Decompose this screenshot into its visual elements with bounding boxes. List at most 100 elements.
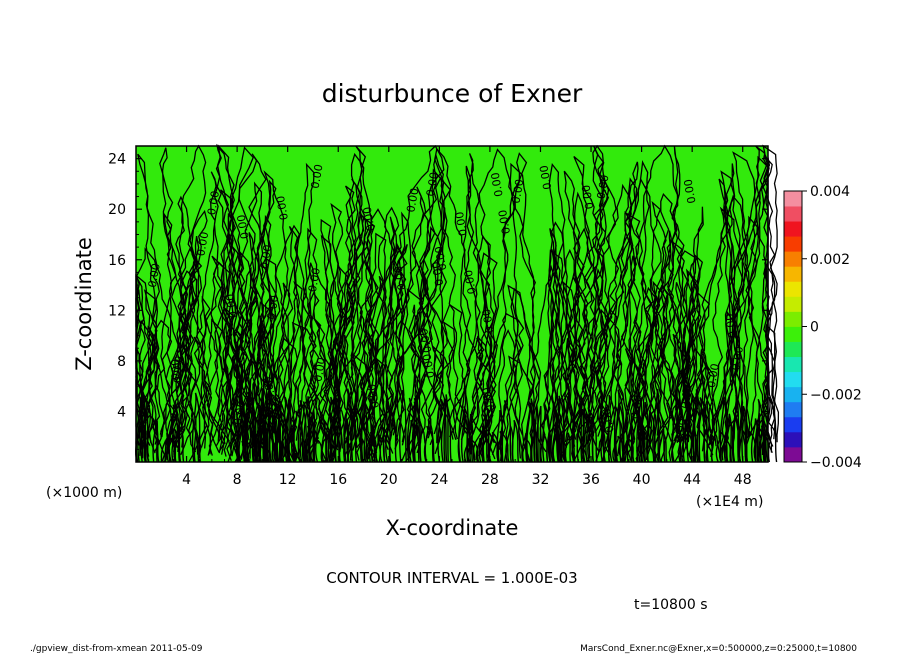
colorbar-tick-label: 0.002 xyxy=(810,252,850,268)
contour-lines xyxy=(135,143,780,463)
contour-label: 0.00 xyxy=(361,206,378,232)
contour-label: 0.00 xyxy=(311,356,328,382)
contour-line xyxy=(343,244,420,463)
contour-line xyxy=(320,218,342,456)
contour-line xyxy=(731,398,740,463)
contour-line xyxy=(437,399,448,463)
contour-label: 0.00 xyxy=(496,209,513,235)
contour-line xyxy=(765,396,778,463)
x-unit-left: (×1000 m) xyxy=(46,485,122,501)
contour-line xyxy=(216,143,265,460)
contour-line xyxy=(699,349,721,457)
colorbar-cell xyxy=(784,266,802,282)
x-tick-label: 16 xyxy=(329,472,347,488)
contour-label: 0.00 xyxy=(146,262,163,288)
contour-line xyxy=(237,294,273,463)
colorbar-tick-label: −0.004 xyxy=(810,455,862,471)
contour-line xyxy=(315,418,328,463)
contour-line xyxy=(710,310,736,462)
contour-line xyxy=(738,428,749,463)
contour-label: 0.00 xyxy=(223,293,240,319)
contour-label: 0.00 xyxy=(205,190,222,216)
colorbar-cell xyxy=(784,356,802,373)
contour-label: 0.00 xyxy=(489,171,506,197)
contour-label: 0.00 xyxy=(420,353,437,379)
contour-line xyxy=(560,183,633,448)
contour-line xyxy=(609,406,622,463)
contour-line xyxy=(526,398,536,463)
contour-line xyxy=(350,212,367,447)
contour-label: 0.00 xyxy=(417,327,434,353)
y-tick-label: 16 xyxy=(108,253,126,269)
contour-line xyxy=(448,235,491,438)
contour-line xyxy=(667,240,690,442)
y-axis-label: Z-coordinate xyxy=(72,237,96,371)
colorbar-cell xyxy=(784,446,802,463)
contour-line xyxy=(193,336,212,459)
colorbar-tick-label: 0 xyxy=(810,320,819,336)
y-axis: 4 8 12 16 20 24 xyxy=(108,152,768,450)
colorbar-cell xyxy=(784,296,802,312)
x-tick-label: 4 xyxy=(182,472,191,488)
colorbar-cell xyxy=(784,311,802,327)
contour-line xyxy=(292,291,320,445)
x-axis: 4 8 12 16 20 24 28 32 36 40 44 48 xyxy=(148,146,756,488)
contour-line xyxy=(188,146,254,463)
contour-line xyxy=(460,406,472,463)
y-tick-label: 4 xyxy=(117,404,126,420)
contour-line xyxy=(385,216,406,446)
contour-line xyxy=(562,395,576,463)
contour-line xyxy=(556,395,566,463)
colorbar-cell xyxy=(784,416,802,433)
contour-line xyxy=(542,402,551,463)
plot-area: 0.000.000.000.000.000.00 0.000.000.000.00… xyxy=(108,143,780,488)
contour-label: 0.00 xyxy=(579,184,596,210)
contour-line xyxy=(582,412,594,463)
x-tick-label: 32 xyxy=(532,472,550,488)
contour-line xyxy=(288,226,328,442)
x-unit-right: (×1E4 m) xyxy=(696,494,763,510)
contour-label: 0.00 xyxy=(705,362,722,388)
contour-line xyxy=(411,397,422,463)
x-tick-label: 40 xyxy=(633,472,651,488)
contour-line xyxy=(587,416,598,463)
contour-line xyxy=(162,144,207,463)
contour-line xyxy=(368,424,376,463)
contour-line xyxy=(395,225,442,444)
colorbar-cell xyxy=(784,221,802,237)
contour-line xyxy=(705,438,713,463)
contour-line xyxy=(544,228,577,446)
contour-line xyxy=(612,435,625,463)
contour-line xyxy=(720,170,773,453)
contour-line xyxy=(488,431,500,463)
contour-line xyxy=(482,408,490,463)
contour-line xyxy=(627,255,651,456)
contour-label: 0.00 xyxy=(672,417,689,443)
contour-line xyxy=(241,224,301,444)
contour-line xyxy=(343,388,354,463)
contour-line xyxy=(586,164,610,463)
contour-line xyxy=(382,397,392,463)
contour-line xyxy=(458,387,470,463)
contour-label: 0.00 xyxy=(306,267,323,293)
contour-line xyxy=(671,206,704,458)
contour-line xyxy=(475,437,484,463)
x-tick-label: 36 xyxy=(582,472,600,488)
contour-line xyxy=(626,424,633,463)
contour-interval: CONTOUR INTERVAL = 1.000E-03 xyxy=(326,569,577,587)
x-tick-label: 24 xyxy=(430,472,448,488)
contour-line xyxy=(650,192,697,443)
contour-line xyxy=(310,438,323,463)
y-tick-label: 12 xyxy=(108,303,126,319)
contour-line xyxy=(407,419,416,463)
contour-line xyxy=(416,153,448,454)
contour-line xyxy=(749,262,778,440)
contour-label: 0.00 xyxy=(194,231,211,257)
contour-line xyxy=(738,405,747,463)
contour-line xyxy=(369,206,405,459)
contour-line xyxy=(299,401,311,463)
contour-line xyxy=(547,400,560,463)
contour-line xyxy=(715,430,729,463)
contour-label: 0.00 xyxy=(392,265,409,291)
